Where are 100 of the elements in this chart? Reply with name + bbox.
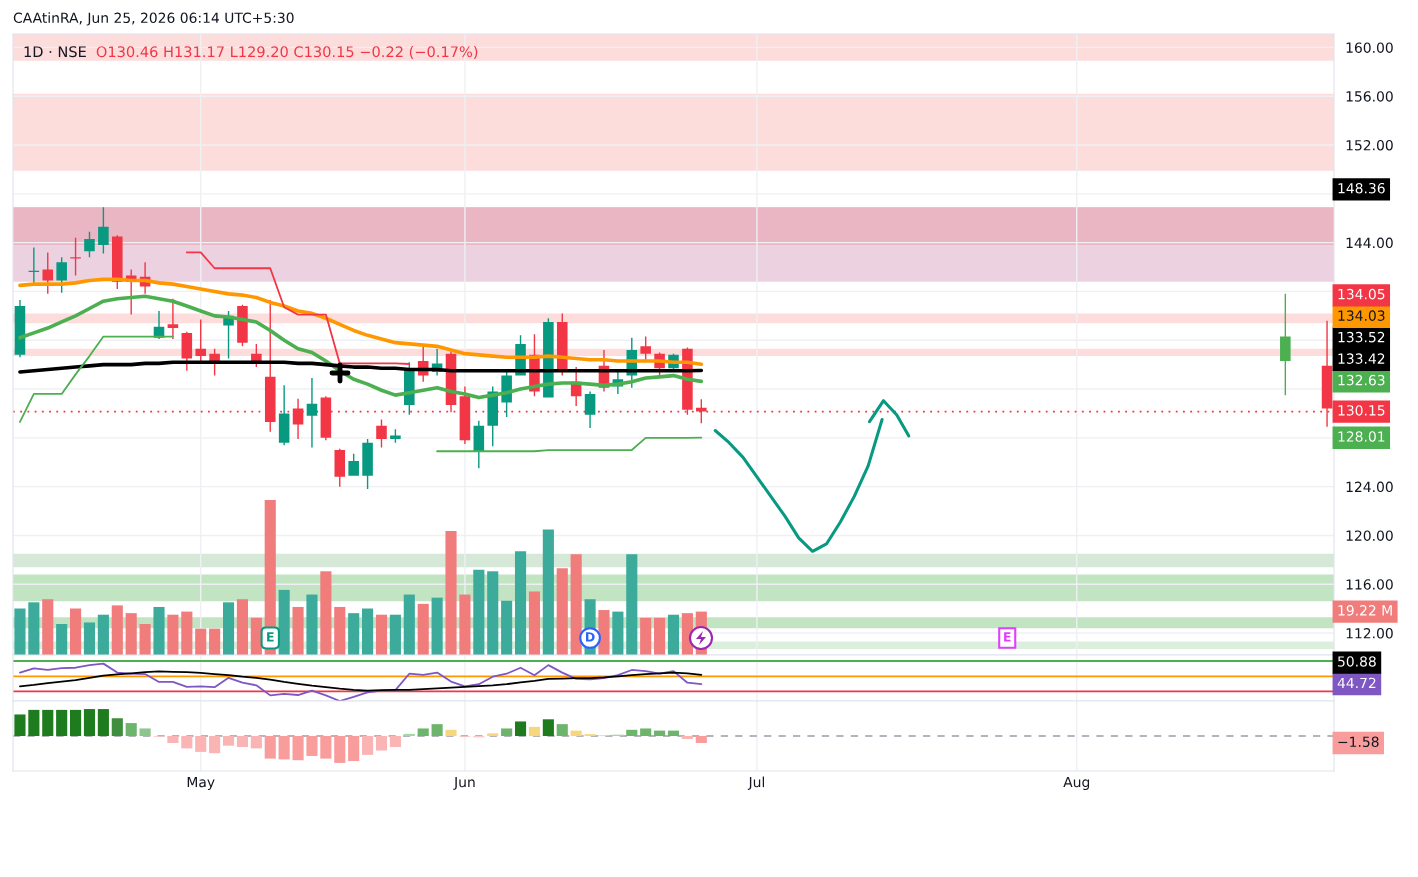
bar	[667, 614, 680, 655]
bar	[528, 591, 541, 655]
bar	[250, 736, 262, 749]
x-tick-label: Jun	[453, 776, 475, 790]
bar	[556, 724, 568, 736]
bar	[28, 602, 40, 655]
bar	[487, 571, 499, 655]
bar	[236, 599, 248, 655]
bar	[501, 728, 513, 736]
candlestick	[362, 439, 373, 490]
bar	[445, 729, 457, 736]
bar	[431, 724, 443, 736]
line-series	[18, 277, 704, 367]
bar	[459, 594, 471, 655]
bar	[501, 600, 513, 655]
bar	[83, 709, 96, 736]
annotation: D	[586, 632, 595, 642]
bar	[403, 594, 415, 655]
ref-line-label: 130.15	[1338, 405, 1385, 416]
bar	[334, 606, 346, 655]
bar	[306, 736, 318, 756]
bar	[640, 617, 652, 655]
bar	[375, 614, 388, 655]
y-tick-label: 152.00	[1346, 139, 1393, 151]
bar	[570, 554, 582, 655]
bar	[209, 736, 221, 754]
line-series	[713, 418, 884, 553]
candlestick	[84, 231, 95, 258]
bar	[70, 709, 82, 736]
y-tick-label: 116.00	[1346, 579, 1393, 590]
candlestick	[376, 419, 387, 448]
bar	[181, 736, 193, 749]
bar	[626, 554, 638, 655]
candlestick	[348, 453, 359, 476]
candlestick	[264, 299, 276, 432]
bar	[681, 736, 693, 739]
bar	[14, 714, 26, 736]
bar	[334, 736, 346, 763]
y-tick-label: 120.00	[1346, 530, 1393, 541]
text: 134.03	[1338, 310, 1385, 321]
bar	[654, 730, 666, 736]
bar	[570, 730, 582, 736]
candlestick	[390, 429, 401, 443]
bar	[417, 728, 429, 736]
bar	[236, 736, 248, 748]
candlestick	[237, 304, 248, 347]
bar	[56, 624, 68, 655]
text: 148.36	[1338, 182, 1385, 194]
bar	[111, 605, 123, 655]
text: −1.58	[1338, 736, 1379, 748]
bar	[83, 622, 96, 655]
line-series	[18, 294, 704, 400]
text: O130.46 H131.17 L129.20 C130.15 −0.22 (−0.17%)	[96, 45, 478, 59]
bar	[487, 733, 499, 736]
bar	[389, 736, 401, 748]
bar	[264, 736, 276, 759]
bar	[528, 726, 541, 736]
candlestick	[473, 420, 485, 469]
bar	[139, 624, 151, 655]
candlestick	[98, 207, 109, 254]
text: 19.22 M	[1338, 605, 1392, 616]
candlestick	[28, 247, 40, 285]
bar	[139, 728, 151, 736]
bar	[403, 733, 415, 736]
bar	[473, 569, 485, 655]
candlestick	[1280, 293, 1291, 396]
bar	[167, 736, 179, 743]
bar	[348, 613, 360, 655]
candlestick	[14, 299, 26, 358]
bar	[125, 613, 137, 655]
bar	[348, 736, 360, 762]
x-tick-label: Aug	[1063, 776, 1090, 790]
bar	[431, 597, 443, 655]
text: 132.63	[1338, 374, 1385, 386]
candlestick	[153, 310, 165, 340]
bar	[292, 606, 304, 655]
candlestick	[181, 331, 193, 371]
bar	[195, 736, 207, 752]
bar	[97, 614, 109, 655]
candlestick	[459, 386, 471, 444]
candlestick	[640, 336, 651, 360]
annotation: E	[1004, 632, 1011, 642]
bar	[626, 729, 638, 736]
bar	[125, 723, 137, 736]
annotation: E	[267, 632, 274, 642]
bar	[306, 594, 318, 655]
text: 133.42	[1338, 353, 1385, 364]
bar	[56, 709, 68, 736]
candlestick	[42, 252, 54, 294]
bar	[375, 736, 388, 751]
bar	[42, 599, 54, 655]
bar	[598, 610, 610, 655]
x-tick-label: May	[187, 776, 215, 790]
bar	[153, 606, 165, 655]
bar	[70, 608, 82, 655]
bar	[222, 736, 235, 746]
bar	[42, 709, 54, 736]
bar	[111, 718, 123, 736]
line-series	[185, 251, 411, 365]
bar	[209, 628, 221, 655]
